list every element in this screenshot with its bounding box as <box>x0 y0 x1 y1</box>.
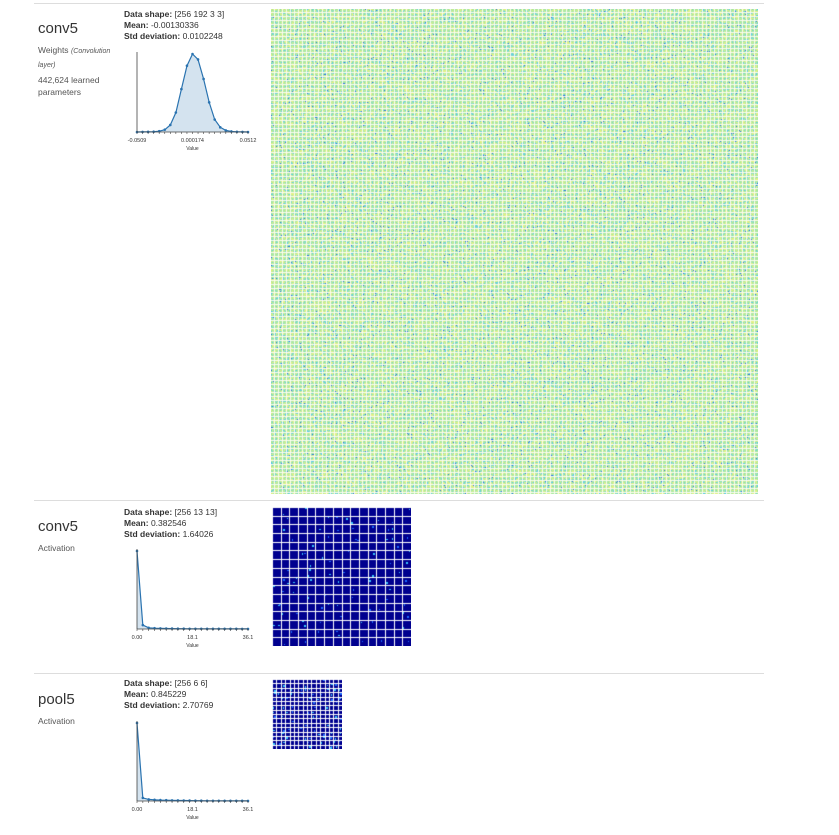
histogram-point <box>174 111 178 114</box>
separator-1 <box>34 500 764 501</box>
std-value: 2.70769 <box>182 700 214 710</box>
value-histogram: -0.0509 0.000174 0.0512 Value <box>128 52 257 152</box>
histogram-line <box>136 722 249 802</box>
x-tick-label: 18.1 <box>187 635 198 641</box>
x-axis-label: Value <box>186 643 199 649</box>
layer-type: Activation <box>38 715 118 727</box>
layer-type-label: Activation <box>38 716 75 726</box>
mean-label: Mean: <box>124 689 149 699</box>
separator-2 <box>34 673 764 674</box>
histogram-point <box>218 126 222 129</box>
x-axis-label: Value <box>186 815 199 821</box>
layer-row-conv5-activation: conv5 Activation Data shape: [256 13 13]… <box>0 500 839 673</box>
std-label: Std deviation: <box>124 31 181 41</box>
histogram-point <box>185 64 189 67</box>
x-axis-label: Value <box>186 146 199 152</box>
x-tick-label: -0.0509 <box>128 138 147 144</box>
histogram-point <box>213 118 216 121</box>
shape-label: Data shape: <box>124 9 173 19</box>
x-tick-label: 36.1 <box>243 635 254 641</box>
layer-type: Weights (Convolution layer) <box>38 44 118 72</box>
x-tick-label: 36.1 <box>243 807 254 813</box>
layer-name: pool5 <box>38 691 75 708</box>
histogram-line <box>136 550 248 630</box>
histogram-point <box>196 58 200 61</box>
x-tick-label: 0.0512 <box>240 138 257 144</box>
layer-row-pool5-activation: pool5 Activation Data shape: [256 6 6] M… <box>0 673 839 835</box>
layer-stats: Data shape: [256 192 3 3] Mean: -0.00130… <box>124 9 224 42</box>
shape-value: [256 13 13] <box>174 507 218 517</box>
histogram-area <box>137 551 248 629</box>
histogram-point <box>141 623 145 627</box>
mean-value: 0.382546 <box>150 518 187 528</box>
mean-value: 0.845229 <box>150 689 187 699</box>
layer-name: conv5 <box>38 20 79 37</box>
x-tick-label: 18.1 <box>187 807 198 813</box>
histogram-point <box>147 626 150 630</box>
activation-visualization <box>272 679 342 749</box>
x-tick-label: 0.00 <box>132 635 143 641</box>
shape-label: Data shape: <box>124 678 173 688</box>
shape-value: [256 192 3 3] <box>174 9 225 19</box>
weights-visualization <box>271 9 758 494</box>
x-tick-label: 0.00 <box>132 807 143 813</box>
std-label: Std deviation: <box>124 529 181 539</box>
layer-type-label: Activation <box>38 543 75 553</box>
layer-row-conv5-weights: conv5 Weights (Convolution layer) 442,62… <box>38 9 758 494</box>
histogram-area <box>137 723 248 801</box>
layer-type-note: (Convolution layer) <box>38 48 111 69</box>
layer-stats: Data shape: [256 13 13] Mean: 0.382546 S… <box>124 507 217 540</box>
layer-name: conv5 <box>38 518 79 535</box>
layer-stats: Data shape: [256 6 6] Mean: 0.845229 Std… <box>124 678 213 711</box>
histogram-point <box>207 101 211 104</box>
histogram-point <box>141 796 145 800</box>
separator-top <box>34 3 764 4</box>
mean-label: Mean: <box>124 20 149 30</box>
histogram-point <box>180 87 183 91</box>
shape-label: Data shape: <box>124 507 173 517</box>
value-histogram: 0.00 18.1 36.1 Value <box>132 721 254 821</box>
layer-type-label: Weights <box>38 45 69 55</box>
mean-label: Mean: <box>124 518 149 528</box>
histogram-point <box>191 52 194 56</box>
std-value: 1.64026 <box>182 529 214 539</box>
histogram-point <box>153 798 156 802</box>
histogram-point <box>163 128 167 131</box>
histogram-point <box>202 77 205 81</box>
value-histogram: 0.00 18.1 36.1 Value <box>132 549 254 649</box>
std-label: Std deviation: <box>124 700 181 710</box>
mean-value: -0.00130336 <box>150 20 199 30</box>
activation-visualization <box>272 507 411 646</box>
histogram-point <box>169 123 172 127</box>
histogram-point <box>224 129 228 132</box>
shape-value: [256 6 6] <box>174 678 208 688</box>
learned-params: 442,624 learned parameters <box>38 75 100 97</box>
histogram-area <box>137 54 248 132</box>
std-value: 0.0102248 <box>182 31 223 41</box>
x-tick-label: 0.000174 <box>181 138 204 144</box>
layer-type: Activation <box>38 542 118 554</box>
histogram-point <box>147 798 150 801</box>
